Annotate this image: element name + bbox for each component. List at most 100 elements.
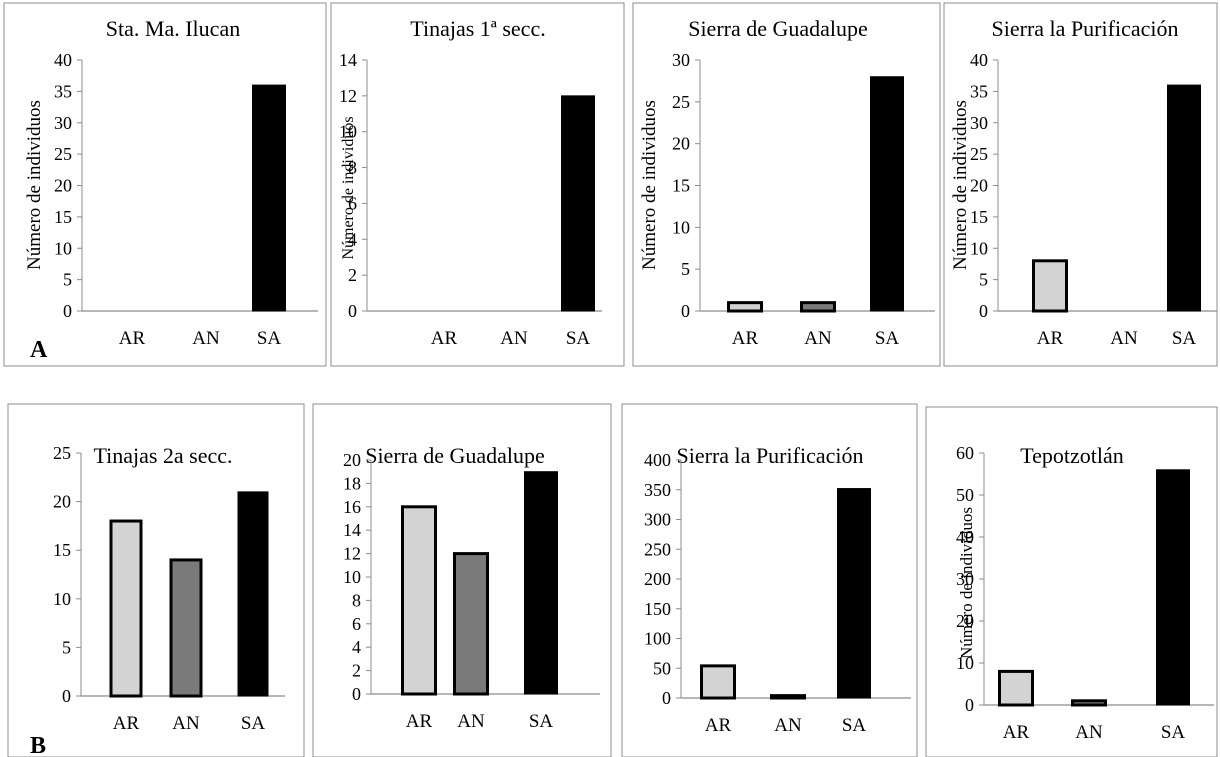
y-tick-label: 0 bbox=[979, 301, 988, 321]
y-tick-label: 30 bbox=[956, 569, 974, 589]
y-tick-label: 10 bbox=[672, 217, 690, 237]
y-tick-label: 50 bbox=[653, 658, 671, 678]
x-tick-label-an: AN bbox=[500, 328, 528, 349]
y-tick-label: 20 bbox=[672, 134, 690, 154]
bar-an bbox=[770, 694, 806, 700]
x-tick-label-ar: AR bbox=[705, 715, 732, 736]
bar-ar bbox=[727, 301, 763, 313]
y-tick-label: 12 bbox=[339, 86, 357, 106]
x-tick-label-ar: AR bbox=[1037, 328, 1064, 349]
bar-an bbox=[800, 301, 836, 313]
y-tick-label: 35 bbox=[970, 81, 988, 101]
y-tick-label: 100 bbox=[644, 629, 671, 649]
bar-ar bbox=[109, 519, 143, 698]
y-tick-label: 0 bbox=[348, 301, 357, 321]
x-tick-label-an: AN bbox=[1075, 722, 1103, 743]
y-axis-label: Número de individuos bbox=[950, 100, 971, 270]
bar-sa bbox=[252, 84, 286, 312]
y-axis-label: Número de individuos bbox=[639, 100, 660, 270]
panel-frame bbox=[7, 403, 305, 757]
x-tick-label-ar: AR bbox=[406, 711, 433, 732]
y-tick-label: 10 bbox=[54, 238, 72, 258]
y-tick-label: 5 bbox=[681, 259, 690, 279]
y-tick-label: 16 bbox=[343, 497, 361, 517]
y-tick-label: 0 bbox=[352, 684, 361, 704]
y-tick-label: 5 bbox=[62, 637, 71, 657]
y-tick-label: 25 bbox=[54, 144, 72, 164]
y-tick-label: 6 bbox=[348, 193, 357, 213]
y-tick-label: 4 bbox=[352, 637, 361, 657]
y-tick-label: 300 bbox=[644, 510, 671, 530]
y-tick-label: 12 bbox=[343, 544, 361, 564]
chart-panel-3: Sierra de Guadalupe 0 5 10 15 20 25 30 AR AN SA Núm… bbox=[632, 2, 941, 367]
x-tick-label-sa: SA bbox=[566, 328, 591, 349]
chart-title: Sierra la Purificación bbox=[677, 443, 864, 468]
bar-an bbox=[453, 552, 489, 696]
y-tick-label: 40 bbox=[956, 527, 974, 547]
y-tick-label: 25 bbox=[53, 443, 71, 463]
y-tick-label: 250 bbox=[644, 539, 671, 559]
y-tick-label: 18 bbox=[343, 473, 361, 493]
y-tick-label: 20 bbox=[970, 176, 988, 196]
chart-panel-2: Tinajas 1ª secc. 0 2 4 6 8 10 12 14 AR AN SA Número … bbox=[330, 2, 625, 367]
y-tick-label: 10 bbox=[343, 567, 361, 587]
chart-title: Tinajas 1ª secc. bbox=[410, 16, 545, 41]
chart-panel-6: Sierra de Guadalupe 0 2 4 6 8 10 12 14 16 18 20 AR AN… bbox=[312, 403, 612, 757]
bar-ar bbox=[401, 505, 437, 696]
bar-sa bbox=[1156, 469, 1190, 706]
y-tick-label: 10 bbox=[339, 122, 357, 142]
chart-title: Sierra de Guadalupe bbox=[688, 16, 868, 41]
y-tick-label: 5 bbox=[63, 270, 72, 290]
y-tick-label: 2 bbox=[352, 661, 361, 681]
bar-sa bbox=[1167, 84, 1201, 312]
panel-frame bbox=[943, 2, 1218, 367]
y-tick-label: 20 bbox=[956, 611, 974, 631]
panel-frame bbox=[3, 2, 327, 367]
y-tick-label: 25 bbox=[672, 92, 690, 112]
y-tick-label: 4 bbox=[348, 229, 357, 249]
x-tick-label-an: AN bbox=[774, 715, 802, 736]
y-tick-label: 10 bbox=[970, 238, 988, 258]
y-tick-label: 5 bbox=[979, 270, 988, 290]
panel-frame bbox=[621, 403, 918, 757]
y-tick-label: 14 bbox=[343, 520, 361, 540]
y-tick-label: 8 bbox=[352, 590, 361, 610]
bar-an bbox=[1071, 699, 1107, 707]
y-tick-label: 350 bbox=[644, 480, 671, 500]
x-tick-label-ar: AR bbox=[1003, 722, 1030, 743]
y-tick-label: 8 bbox=[348, 158, 357, 178]
y-tick-label: 40 bbox=[970, 50, 988, 70]
y-tick-label: 15 bbox=[53, 540, 71, 560]
y-tick-label: 0 bbox=[965, 695, 974, 715]
y-tick-label: 6 bbox=[352, 614, 361, 634]
chart-title: Tinajas 2a secc. bbox=[93, 443, 232, 468]
x-tick-label-sa: SA bbox=[1161, 722, 1186, 743]
y-tick-label: 25 bbox=[970, 144, 988, 164]
panel-frame bbox=[632, 2, 941, 367]
y-tick-label: 10 bbox=[53, 589, 71, 609]
panel-label-a: A bbox=[30, 337, 48, 363]
y-tick-label: 15 bbox=[54, 207, 72, 227]
x-tick-label-sa: SA bbox=[529, 711, 554, 732]
bar-ar bbox=[1032, 259, 1068, 313]
y-tick-label: 30 bbox=[54, 113, 72, 133]
panel-label-b: B bbox=[30, 733, 46, 757]
y-tick-label: 400 bbox=[644, 450, 671, 470]
bar-sa bbox=[561, 95, 595, 312]
bar-sa bbox=[524, 471, 558, 695]
x-tick-label-sa: SA bbox=[1172, 328, 1197, 349]
x-tick-label-sa: SA bbox=[842, 715, 867, 736]
chart-panel-7: Sierra la Purificación 0 50 100 150 200 250 300… bbox=[621, 403, 918, 757]
x-tick-label-sa: SA bbox=[241, 713, 266, 734]
chart-panel-5: Tinajas 2a secc. 0 5 10 15 20 25 AR AN SA bbox=[7, 403, 305, 757]
y-axis-label: Número de individuos bbox=[957, 507, 976, 659]
y-tick-label: 0 bbox=[681, 301, 690, 321]
chart-panel-4: Sierra la Purificación 0 5 10 15 20 25 30 35 40 AR… bbox=[943, 2, 1218, 367]
bar-sa bbox=[837, 488, 871, 699]
panel-frame bbox=[312, 403, 612, 757]
y-tick-label: 200 bbox=[644, 569, 671, 589]
x-tick-label-an: AN bbox=[192, 328, 220, 349]
y-tick-label: 0 bbox=[62, 686, 71, 706]
y-tick-label: 30 bbox=[672, 50, 690, 70]
y-tick-label: 20 bbox=[54, 176, 72, 196]
